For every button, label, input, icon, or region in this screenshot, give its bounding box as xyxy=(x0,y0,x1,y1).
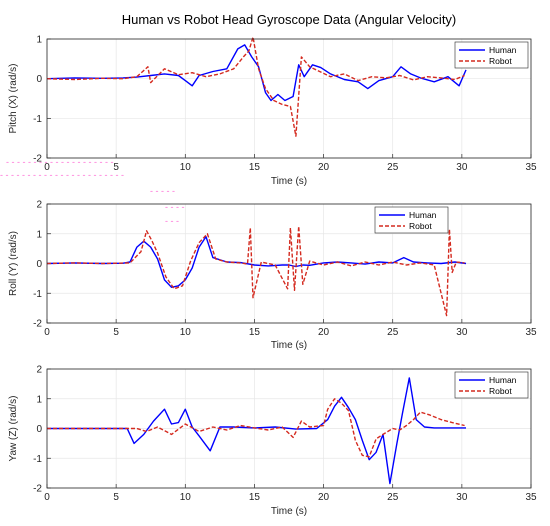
y-axis-label: Pitch (X) (rad/s) xyxy=(8,63,19,133)
y-tick-label: -1 xyxy=(33,289,42,300)
y-tick-label: 1 xyxy=(36,394,42,405)
x-tick-label: 10 xyxy=(180,327,192,338)
x-tick-label: 35 xyxy=(525,492,537,503)
x-tick-label: 20 xyxy=(318,162,330,173)
x-tick-label: 5 xyxy=(113,492,119,503)
subplots: Human vs Robot Head Gyroscope Data (Angu… xyxy=(8,12,537,517)
x-tick-label: 20 xyxy=(318,492,330,503)
axes-box xyxy=(46,368,532,489)
legend-box xyxy=(454,41,529,69)
x-tick-label: 15 xyxy=(249,327,261,338)
x-axis-label: Time (s) xyxy=(271,176,307,187)
x-tick-label: 0 xyxy=(44,162,50,173)
x-tick-label: 25 xyxy=(387,492,399,503)
x-tick-label: 30 xyxy=(456,492,468,503)
x-tick-label: 15 xyxy=(249,162,261,173)
y-tick-label: 2 xyxy=(36,365,42,376)
x-axis-label: Time (s) xyxy=(271,506,307,517)
x-tick-label: 20 xyxy=(318,327,330,338)
overlay-artifacts: - - - - - - - - - - - - - - - - - - - - … xyxy=(0,157,185,226)
artifact-text: - - - - - xyxy=(150,186,175,196)
x-tick-label: 35 xyxy=(525,162,537,173)
x-tick-label: 25 xyxy=(387,162,399,173)
y-tick-label: 1 xyxy=(36,35,42,46)
y-axis-label: Roll (Y) (rad/s) xyxy=(8,231,19,296)
legend-box xyxy=(454,371,529,399)
y-tick-label: 1 xyxy=(36,229,42,240)
x-tick-label: 5 xyxy=(113,162,119,173)
x-tick-label: 35 xyxy=(525,327,537,338)
y-tick-label: -1 xyxy=(33,114,42,125)
x-axis-label: Time (s) xyxy=(271,340,307,351)
artifact-text: - - - - xyxy=(165,202,185,212)
subplot-2: 0 5 10 15 20 25 30 35 -2 -1 0 1 2 Time (s) Roll (Y) (r… xyxy=(8,200,537,352)
legend-box xyxy=(374,206,449,234)
legend-label-human: Human xyxy=(489,375,517,385)
series-line-robot xyxy=(46,225,465,317)
subplot-3: 0 5 10 15 20 25 30 35 -2 -1 0 1 2 Time (s) Yaw (Z) (ra… xyxy=(8,365,537,518)
y-tick-label: 0 xyxy=(36,74,42,85)
y-tick-label: -2 xyxy=(33,484,42,495)
axes-box xyxy=(46,203,532,324)
series-line-robot xyxy=(47,398,465,458)
x-tick-label: 5 xyxy=(113,327,119,338)
x-tick-label: 15 xyxy=(249,492,261,503)
x-tick-label: 30 xyxy=(456,327,468,338)
legend-label-human: Human xyxy=(489,45,517,55)
y-tick-label: 2 xyxy=(36,200,42,211)
x-tick-label: 25 xyxy=(387,327,399,338)
series-line-robot xyxy=(46,36,465,137)
axes-box xyxy=(46,38,532,159)
series-line-human xyxy=(47,377,466,485)
legend-label-robot: Robot xyxy=(489,56,512,66)
y-tick-label: -1 xyxy=(33,454,42,465)
artifact-text: - - - - - - - - - - - - - - - - - - - - xyxy=(6,157,113,167)
y-tick-label: -2 xyxy=(33,154,42,165)
subplot-1: 0 5 10 15 20 25 30 35 -2 -1 0 1 Time (s) Pitch (X) (r… xyxy=(8,35,537,188)
y-axis-label: Yaw (Z) (rad/s) xyxy=(8,396,19,462)
legend-label-human: Human xyxy=(409,210,437,220)
x-tick-label: 10 xyxy=(180,492,192,503)
x-tick-label: 30 xyxy=(456,162,468,173)
artifact-text: - - - - - - - - - - - - - - - - - - - - … xyxy=(0,170,124,180)
chart-title: Human vs Robot Head Gyroscope Data (Angu… xyxy=(122,12,457,27)
y-tick-label: 0 xyxy=(36,259,42,270)
x-tick-label: 0 xyxy=(44,492,50,503)
x-tick-label: 10 xyxy=(180,162,192,173)
legend-label-robot: Robot xyxy=(489,386,512,396)
artifact-text: - - - xyxy=(165,216,179,226)
series-line-human xyxy=(46,44,467,102)
x-tick-label: 0 xyxy=(44,327,50,338)
legend-label-robot: Robot xyxy=(409,221,432,231)
y-tick-label: 0 xyxy=(36,424,42,435)
y-tick-label: -2 xyxy=(33,319,42,330)
